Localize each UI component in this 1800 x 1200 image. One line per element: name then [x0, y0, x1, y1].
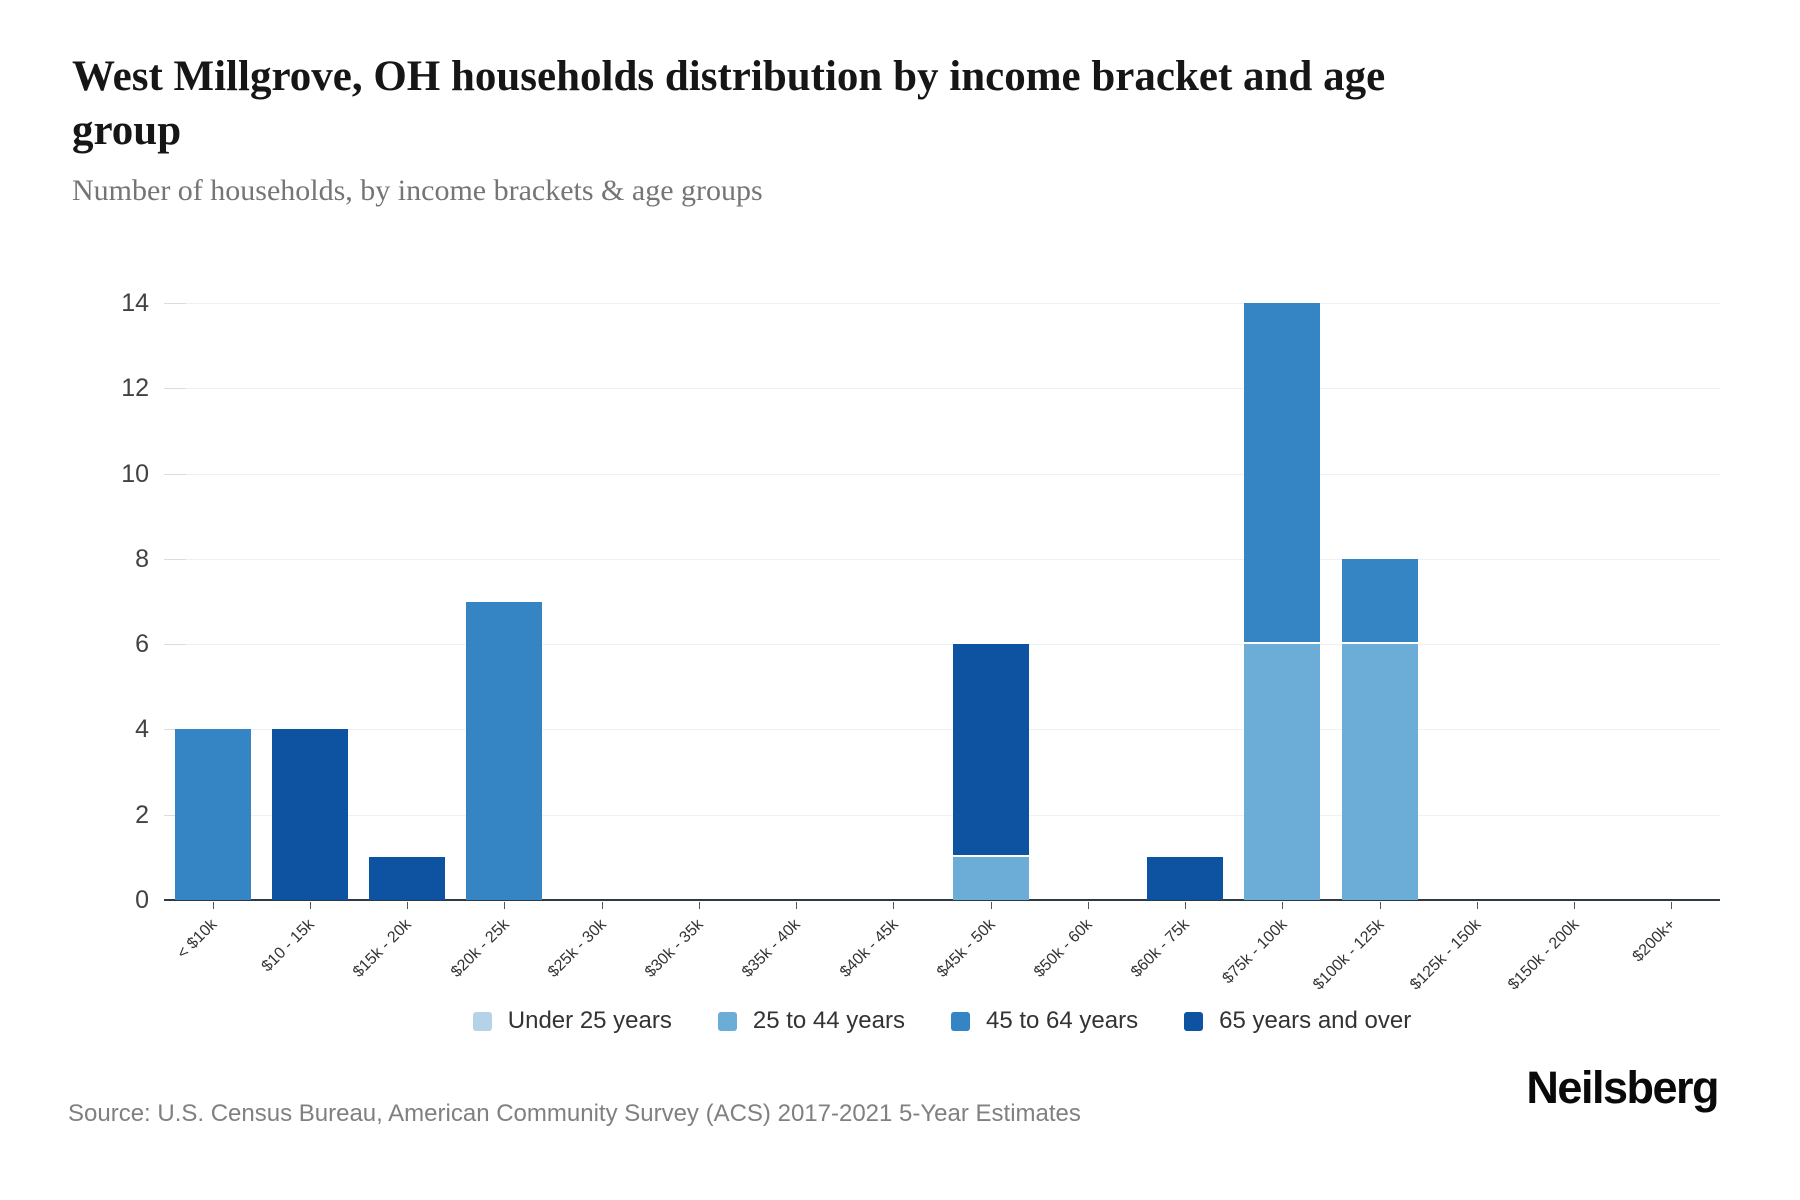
gridline-y-6 — [164, 644, 1720, 646]
legend-label: 45 to 64 years — [985, 1007, 1139, 1034]
x-axis-tick — [796, 902, 798, 909]
gridline-y-14 — [164, 303, 1720, 304]
x-axis-label-text: $45k - 50k — [933, 916, 999, 981]
legend: Under 25 years 25 to 44 years 45 to 64 yea… — [164, 1000, 1720, 1042]
x-axis-tick — [1379, 902, 1381, 909]
legend-swatch-icon — [1184, 1011, 1204, 1031]
bar-segment-20k-25k-45-to-64-years[interactable] — [466, 601, 543, 900]
x-axis-label-text: $35k - 40k — [739, 916, 805, 981]
x-axis-tick — [1476, 902, 1478, 909]
legend-swatch-icon — [717, 1011, 737, 1031]
legend-item-45-to-64-years[interactable]: 45 to 64 years — [950, 1007, 1139, 1035]
gridline-y-12 — [164, 388, 1720, 390]
y-axis-tick-label: 14 — [121, 289, 149, 317]
x-axis-tick — [990, 902, 992, 909]
bar-segment-45k-50k-25-to-44-years[interactable] — [952, 857, 1029, 900]
x-axis-label-text: $100k - 125k — [1310, 916, 1388, 994]
chart-subtitle: Number of households, by income brackets… — [72, 174, 763, 207]
x-axis-tick — [601, 902, 603, 909]
legend-label: Under 25 years — [507, 1007, 672, 1034]
legend-item-25-to-44-years[interactable]: 25 to 44 years — [717, 1007, 905, 1035]
y-axis-tick-label: 12 — [121, 374, 149, 403]
y-axis-tick-label: 6 — [135, 630, 149, 659]
x-axis-tick — [1087, 902, 1089, 909]
x-axis-tick — [893, 902, 895, 909]
x-axis-tick — [309, 902, 311, 909]
x-axis-tick — [698, 902, 700, 909]
gridline-y-10 — [164, 473, 1720, 475]
legend-swatch-icon — [472, 1011, 492, 1031]
gridline-y-2 — [164, 814, 1720, 816]
plot-area: 0 2 4 6 8 10 12 14 < $10k $10 - 15k $15k - 20k $20k… — [121, 289, 1720, 993]
bar-segment-60k-75k-65-years-and-over[interactable] — [1147, 857, 1224, 900]
bar-segment-15k-20k-65-years-and-over[interactable] — [369, 857, 446, 900]
y-axis-tick-label: 8 — [135, 544, 149, 573]
x-axis-tick — [407, 902, 409, 909]
y-axis-tick-label: 0 — [135, 886, 149, 914]
brand-logo[interactable]: Neilsberg — [1526, 1062, 1719, 1113]
x-axis-tick — [504, 902, 506, 909]
legend-item-under-25-years[interactable]: Under 25 years — [472, 1007, 672, 1035]
bar-segment-75k-100k-45-to-64-years[interactable] — [1244, 303, 1321, 645]
y-axis-tick-label: 10 — [121, 459, 149, 488]
x-axis-label-text: $20k - 25k — [447, 916, 513, 981]
chart-title: West Millgrove, OH households distributi… — [72, 53, 1386, 155]
x-axis-label-text: $150k - 200k — [1504, 916, 1583, 994]
x-axis-label-text: $75k - 100k — [1219, 916, 1291, 988]
bar-segment-10k-45-to-64-years[interactable] — [174, 729, 251, 900]
x-axis-label-text: $200k+ — [1629, 916, 1680, 966]
y-axis-tick-label: 2 — [135, 800, 149, 829]
bar-segment-45k-50k-65-years-and-over[interactable] — [952, 644, 1029, 858]
bar-segment-100k-125k-25-to-44-years[interactable] — [1341, 644, 1418, 900]
source-note: Source: U.S. Census Bureau, American Com… — [68, 1100, 1081, 1127]
y-axis-tick-label: 4 — [135, 715, 149, 744]
gridline-y-8 — [164, 558, 1720, 560]
x-axis-label-text: $125k - 150k — [1407, 916, 1485, 994]
legend-label: 65 years and over — [1219, 1007, 1412, 1034]
x-axis-label-text: < $10k — [174, 916, 221, 963]
x-axis-label-text: $25k - 30k — [544, 916, 610, 981]
bar-segment-75k-100k-25-to-44-years[interactable] — [1244, 644, 1321, 900]
bar-segment-100k-125k-45-to-64-years[interactable] — [1341, 558, 1418, 645]
x-axis-label-text: $15k - 20k — [350, 916, 416, 981]
x-axis-label-text: $40k - 45k — [836, 916, 902, 981]
x-axis-tick — [1185, 902, 1187, 909]
x-axis-label-text: $30k - 35k — [642, 916, 707, 981]
x-axis-label-text: $50k - 60k — [1031, 916, 1096, 981]
legend-label: 25 to 44 years — [752, 1007, 905, 1034]
x-axis-tick — [1671, 902, 1673, 909]
x-axis-label-text: $60k - 75k — [1128, 916, 1194, 981]
legend-swatch-icon — [950, 1011, 970, 1031]
x-axis-tick — [212, 902, 214, 909]
x-axis-tick — [1282, 902, 1284, 909]
legend-item-65-years-and-over[interactable]: 65 years and over — [1184, 1007, 1411, 1035]
x-axis-line — [164, 899, 1720, 901]
bar-segment-10-15k-65-years-and-over[interactable] — [271, 729, 348, 900]
x-axis-tick — [1574, 902, 1576, 909]
x-axis-label-text: $10 - 15k — [258, 916, 318, 976]
gridline-y-4 — [164, 729, 1720, 731]
